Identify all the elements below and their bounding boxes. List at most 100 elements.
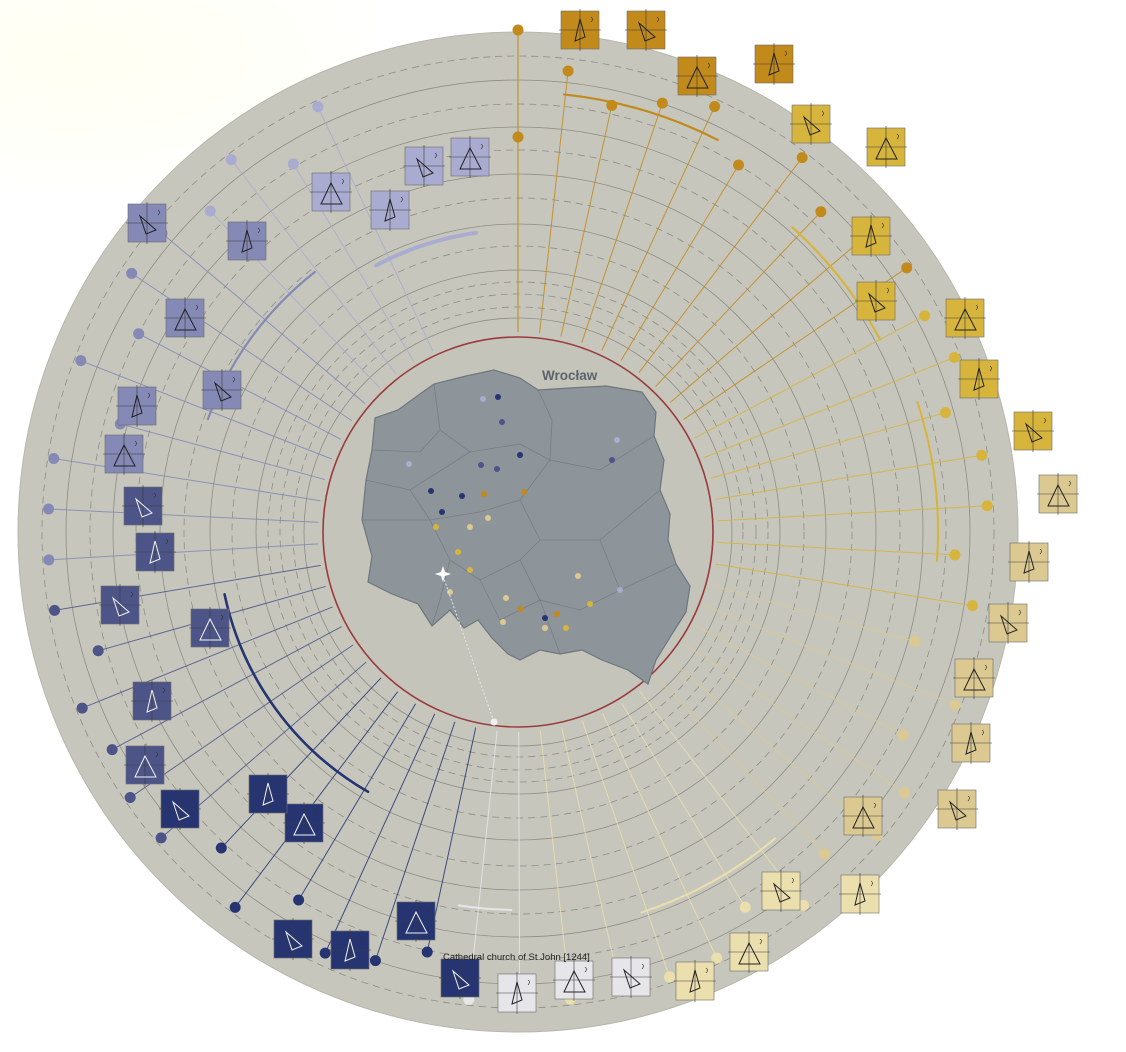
site-marker[interactable] [839,873,881,915]
spoke-endpoint-dot[interactable] [897,729,909,741]
site-marker[interactable] [164,297,206,339]
site-marker[interactable] [953,657,995,699]
spoke-endpoint-dot[interactable] [949,549,961,561]
map-site-dot[interactable] [521,489,527,495]
map-site-dot[interactable] [587,601,593,607]
site-marker[interactable] [226,220,268,262]
site-marker[interactable] [159,788,201,830]
site-marker[interactable] [950,722,992,764]
map-site-dot[interactable] [517,452,523,458]
spoke-endpoint-dot[interactable] [225,154,237,166]
map-site-dot[interactable] [575,573,581,579]
site-marker[interactable] [283,802,325,844]
map-site-dot[interactable] [467,524,473,530]
spoke-endpoint-dot[interactable] [43,554,55,566]
site-marker[interactable] [944,297,986,339]
spoke-endpoint-dot[interactable] [75,355,87,367]
map-site-dot[interactable] [542,625,548,631]
map-site-dot[interactable] [439,509,445,515]
site-marker[interactable] [403,145,445,187]
spoke-endpoint-dot[interactable] [562,65,574,77]
map-site-dot[interactable] [406,461,412,467]
spoke-endpoint-dot[interactable] [92,645,104,657]
map-site-dot[interactable] [499,419,505,425]
spoke-endpoint-dot[interactable] [948,351,960,363]
spoke-endpoint-dot[interactable] [76,702,88,714]
site-marker[interactable] [850,215,892,257]
map-site-dot[interactable] [563,625,569,631]
site-marker[interactable] [855,280,897,322]
site-marker[interactable] [189,607,231,649]
site-marker[interactable] [865,126,907,168]
site-marker[interactable] [1012,410,1054,452]
site-marker[interactable] [272,918,314,960]
map-site-dot[interactable] [503,595,509,601]
map-site-dot[interactable] [500,619,506,625]
spoke-endpoint-dot[interactable] [940,407,952,419]
site-marker[interactable] [625,9,667,51]
map-site-dot[interactable] [485,515,491,521]
poland-map[interactable] [361,369,691,726]
map-site-dot[interactable] [554,611,560,617]
map-site-dot[interactable] [609,457,615,463]
map-site-dot[interactable] [542,615,548,621]
map-site-dot[interactable] [467,567,473,573]
site-marker[interactable] [116,385,158,427]
map-site-dot[interactable] [455,549,461,555]
spoke-endpoint-dot[interactable] [133,328,145,340]
spoke-endpoint-dot[interactable] [663,971,675,983]
site-marker[interactable] [131,680,173,722]
site-marker[interactable] [790,103,832,145]
spoke-endpoint-dot[interactable] [919,310,931,322]
spoke-endpoint-dot[interactable] [319,947,331,959]
site-marker[interactable] [99,584,141,626]
site-marker[interactable] [201,369,243,411]
map-site-dot[interactable] [495,394,501,400]
site-marker[interactable] [553,959,595,1001]
map-site-dot[interactable] [614,437,620,443]
map-site-dot[interactable] [478,462,484,468]
map-site-dot[interactable] [433,524,439,530]
spoke-endpoint-dot[interactable] [898,787,910,799]
spoke-endpoint-dot[interactable] [733,159,745,171]
site-marker[interactable] [449,136,491,178]
map-site-dot[interactable] [447,589,453,595]
site-marker[interactable] [124,744,166,786]
site-marker[interactable] [753,43,795,85]
spoke-endpoint-dot[interactable] [215,842,227,854]
map-site-dot[interactable] [494,466,500,472]
site-marker[interactable] [610,956,652,998]
site-marker[interactable] [247,773,289,815]
site-marker[interactable] [760,870,802,912]
spoke-endpoint-dot[interactable] [606,99,618,111]
site-marker[interactable] [1037,473,1079,515]
spoke-endpoint-dot[interactable] [909,635,921,647]
site-marker[interactable] [329,929,371,971]
spoke-endpoint-dot[interactable] [293,894,305,906]
spoke-endpoint-dot[interactable] [815,206,827,218]
map-site-dot[interactable] [428,488,434,494]
spoke-endpoint-dot[interactable] [901,262,913,274]
spoke-endpoint-dot[interactable] [106,744,118,756]
map-site-dot[interactable] [480,396,486,402]
spoke-endpoint-dot[interactable] [49,604,61,616]
site-marker[interactable] [559,9,601,51]
site-marker[interactable] [122,485,164,527]
spoke-endpoint-dot[interactable] [709,100,721,112]
spoke-endpoint-dot[interactable] [287,158,299,170]
spoke-endpoint-dot[interactable] [204,205,216,217]
spoke-endpoint-dot[interactable] [819,848,831,860]
site-marker[interactable] [369,189,411,231]
site-marker[interactable] [103,433,145,475]
spoke-endpoint-dot[interactable] [739,901,751,913]
site-markers[interactable] [99,9,1079,1014]
spoke-endpoint-dot[interactable] [967,600,979,612]
site-marker[interactable] [987,602,1029,644]
spoke-endpoint-dot[interactable] [312,101,324,113]
site-marker[interactable] [1008,541,1050,583]
spoke-endpoint-dot[interactable] [48,452,60,464]
map-site-dot[interactable] [459,493,465,499]
map-site-dot[interactable] [481,491,487,497]
map-site-dot[interactable] [518,606,524,612]
spoke-endpoint-dot[interactable] [711,952,723,964]
